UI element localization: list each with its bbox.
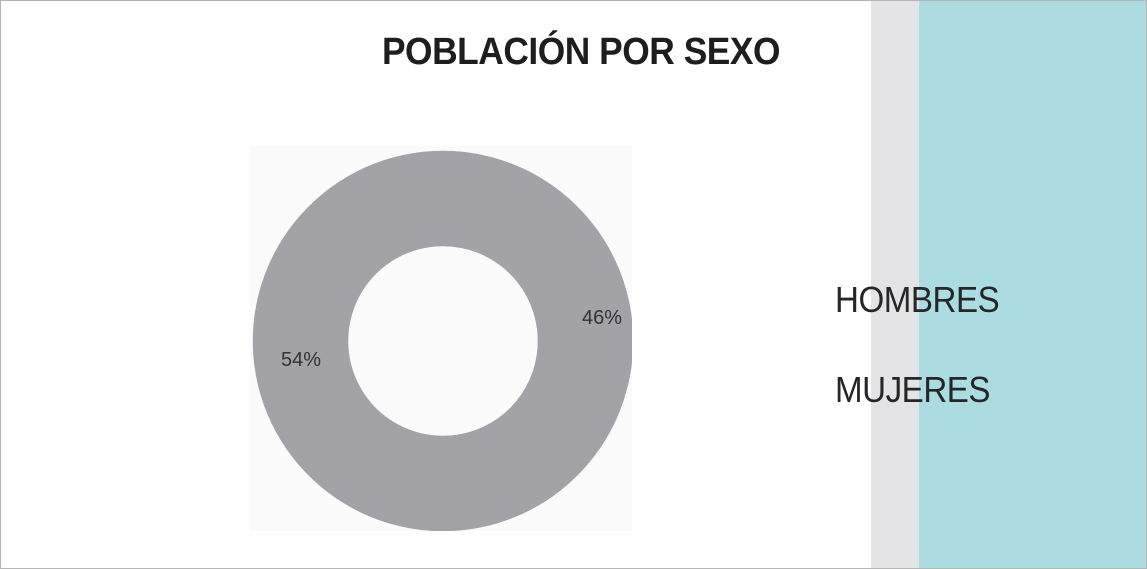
donut-slice-mujeres (252, 150, 491, 531)
slice-label-mujeres: 54% (281, 349, 321, 371)
background-band-teal (919, 1, 1146, 568)
legend-mujeres: MUJERES (835, 369, 991, 410)
donut-chart: 46% 54% (252, 150, 632, 531)
background-band-gray (871, 1, 919, 568)
legend-hombres: HOMBRES (835, 279, 1000, 320)
slice-label-hombres: 46% (582, 307, 622, 329)
chart-title: POBLACIÓN POR SEXO (381, 31, 781, 73)
